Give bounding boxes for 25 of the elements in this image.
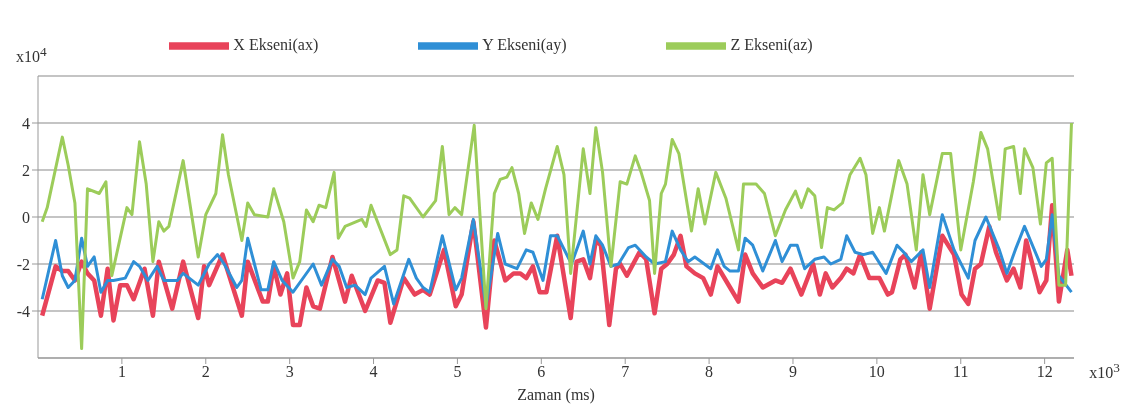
- legend-label: Z Ekseni(az): [730, 35, 813, 53]
- y-tick-label: 4: [22, 114, 30, 132]
- line-series: [40, 121, 1073, 351]
- x-tick-label: 11: [953, 363, 969, 381]
- x-tick-label: 5: [453, 363, 462, 381]
- legend-label: Y Ekseni(ay): [482, 35, 567, 53]
- x-tick-label: 12: [1036, 363, 1053, 381]
- y-tick-label: -2: [16, 255, 30, 273]
- x-tick-label: 2: [201, 363, 210, 381]
- x-tick-label: 10: [868, 363, 885, 381]
- y-tick-label: 2: [22, 161, 30, 179]
- legend-label: X Ekseni(ax): [233, 35, 319, 53]
- x-tick-label: 6: [537, 363, 546, 381]
- x-tick-label: 7: [621, 363, 630, 381]
- text: x10$^{4}$: [16, 44, 47, 67]
- y-tick-label: 0: [22, 208, 30, 226]
- x-tick-label: 1: [117, 363, 126, 381]
- x-tick-label: 8: [705, 363, 714, 381]
- y-tick-label: -4: [16, 302, 30, 320]
- x-tick-label: 9: [788, 363, 797, 381]
- x-axis-title: Zaman (ms): [517, 386, 595, 404]
- line-series: [40, 213, 1073, 308]
- x-tick-label: 4: [369, 363, 378, 381]
- text: x10$^{3}$: [1089, 359, 1120, 382]
- x-tick-label: 3: [285, 363, 294, 381]
